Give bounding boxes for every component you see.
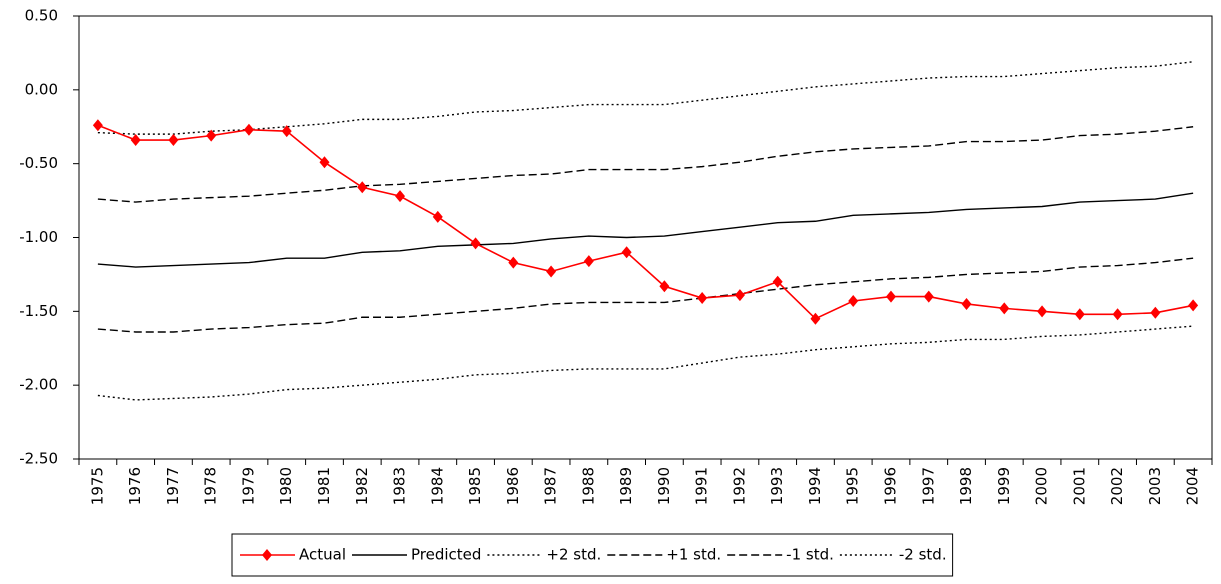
x-tick-label: 1998 xyxy=(957,467,975,505)
series-line xyxy=(97,124,1194,320)
legend-label: -1 std. xyxy=(786,546,834,564)
plot-area xyxy=(78,15,1213,460)
data-point xyxy=(546,265,557,278)
x-tick-label: 2001 xyxy=(1070,467,1088,505)
x-tick-label: 1981 xyxy=(315,467,333,505)
x-tick-label: 1987 xyxy=(542,467,560,505)
data-point xyxy=(621,246,632,259)
x-tick-label: 1985 xyxy=(466,467,484,505)
x-tick-label: 1975 xyxy=(88,467,106,505)
y-tick-label: 0.00 xyxy=(25,80,58,98)
legend-label: +2 std. xyxy=(546,546,601,564)
data-point xyxy=(659,280,670,293)
x-tick-label: 1976 xyxy=(126,467,144,505)
x-tick-label: 1992 xyxy=(730,467,748,505)
x-tick-label: 1983 xyxy=(391,467,409,505)
y-tick-label: -1.00 xyxy=(19,228,58,246)
data-point xyxy=(885,290,896,303)
data-point xyxy=(432,210,443,223)
x-tick-label: 1980 xyxy=(277,467,295,505)
data-point xyxy=(470,237,481,250)
x-tick-label: 1990 xyxy=(655,467,673,505)
data-point xyxy=(508,256,519,269)
data-point xyxy=(848,294,859,307)
legend-label: +1 std. xyxy=(666,546,721,564)
x-tick-label: 1994 xyxy=(806,467,824,505)
x-tick-label: 2000 xyxy=(1033,467,1051,505)
data-point xyxy=(395,190,406,203)
x-tick-label: 1978 xyxy=(202,467,220,505)
data-point xyxy=(961,297,972,310)
data-point xyxy=(1188,299,1199,312)
series-line xyxy=(97,126,1194,203)
x-tick-label: 1999 xyxy=(995,467,1013,505)
legend-label: Predicted xyxy=(411,546,481,564)
data-point xyxy=(583,255,594,268)
x-tick-label: 1991 xyxy=(693,467,711,505)
x-tick-label: 1988 xyxy=(579,467,597,505)
y-tick-label: -2.50 xyxy=(19,450,58,468)
x-tick-label: 1984 xyxy=(428,467,446,505)
y-tick-label: -2.00 xyxy=(19,376,58,394)
legend-marker xyxy=(262,549,272,561)
y-tick-label: 0.50 xyxy=(25,7,58,25)
y-tick-label: -0.50 xyxy=(19,154,58,172)
x-tick-label: 1995 xyxy=(844,467,862,505)
y-tick-label: -1.50 xyxy=(19,302,58,320)
x-tick-label: 2003 xyxy=(1146,467,1164,505)
legend-label: Actual xyxy=(299,546,346,564)
x-tick-label: 1986 xyxy=(504,467,522,505)
data-point xyxy=(243,123,254,136)
data-point xyxy=(1150,306,1161,319)
data-point xyxy=(734,289,745,302)
series-line xyxy=(97,257,1194,333)
data-point xyxy=(281,125,292,138)
x-tick-label: 1996 xyxy=(881,467,899,505)
x-tick-label: 1982 xyxy=(353,467,371,505)
data-point xyxy=(357,181,368,194)
x-tick-label: 2004 xyxy=(1184,467,1202,505)
data-point xyxy=(130,134,141,147)
legend: Actual Predicted +2 std. +1 std. -1 std. -2 s… xyxy=(231,533,954,577)
x-tick-label: 1993 xyxy=(768,467,786,505)
data-point xyxy=(92,119,103,132)
series-line xyxy=(97,325,1194,401)
data-point xyxy=(923,290,934,303)
series-line xyxy=(97,192,1194,268)
data-point xyxy=(1074,308,1085,321)
x-tick-label: 1977 xyxy=(164,467,182,505)
data-point xyxy=(697,292,708,305)
data-point xyxy=(772,275,783,288)
x-tick-label: 2002 xyxy=(1108,467,1126,505)
data-point xyxy=(810,312,821,325)
data-point xyxy=(168,134,179,147)
data-point xyxy=(206,129,217,142)
x-tick-label: 1979 xyxy=(239,467,257,505)
legend-label: -2 std. xyxy=(899,546,947,564)
x-tick-label: 1989 xyxy=(617,467,635,505)
data-point xyxy=(1112,308,1123,321)
data-point xyxy=(999,302,1010,315)
data-point xyxy=(1037,305,1048,318)
series-line xyxy=(97,61,1194,135)
x-tick-label: 1997 xyxy=(919,467,937,505)
data-point xyxy=(319,156,330,169)
